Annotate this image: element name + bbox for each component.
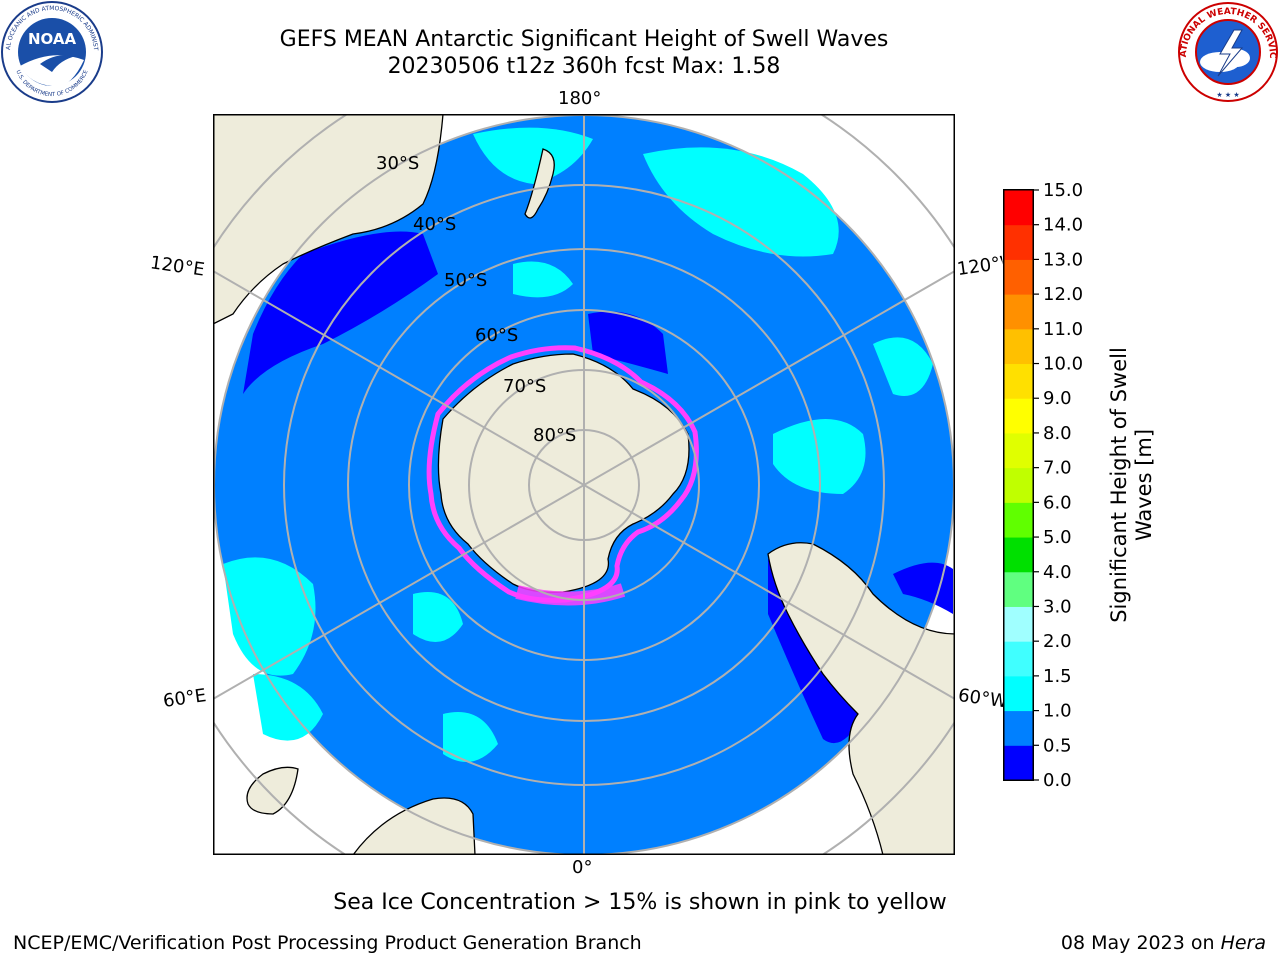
colorbar-tick-label: 7.0 [1043, 458, 1072, 479]
colorbar-tick-label: 12.0 [1043, 284, 1083, 305]
madagascar-land [246, 766, 299, 815]
colorbar-bin [1004, 502, 1033, 538]
noaa-logo-text: NOAA [28, 30, 77, 48]
colorbar-tick-label: 14.0 [1043, 215, 1083, 236]
colorbar-tick-label: 1.0 [1043, 701, 1072, 722]
colorbar-tick-label: 13.0 [1043, 249, 1083, 270]
colorbar-tick-label: 6.0 [1043, 492, 1072, 513]
south-america-land [767, 542, 955, 855]
latitude-labels: 30°S 40°S 50°S 60°S 70°S 80°S [376, 153, 576, 446]
credit-date: 08 May 2023 on [1060, 932, 1215, 954]
colorbar-bin [1004, 571, 1033, 607]
colorbar-tick-label: 3.0 [1043, 596, 1072, 617]
lat-label-30s: 30°S [376, 153, 419, 174]
lat-label-40s: 40°S [413, 214, 456, 235]
chart-subtitle: 20230506 t12z 360h fcst Max: 1.58 [387, 54, 781, 79]
colorbar-bin [1004, 432, 1033, 469]
colorbar-bin [1004, 710, 1033, 746]
colorbar-tick-label: 9.0 [1043, 388, 1072, 409]
africa-land [352, 797, 476, 855]
colorbar-bin [1004, 398, 1033, 434]
chart-title: GEFS MEAN Antarctic Significant Height o… [279, 27, 889, 52]
colorbar-tick-label: 0.5 [1043, 735, 1072, 756]
lon-label-60e: 60°E [161, 685, 208, 712]
polar-map: 30°S 40°S 50°S 60°S 70°S 80°S [213, 114, 955, 855]
colorbar-bin [1004, 641, 1033, 677]
nws-logo: NATIONAL WEATHER SERVICE ★ ★ ★ [1176, 0, 1278, 102]
colorbar-tick-label: 15.0 [1043, 180, 1083, 201]
colorbar-bin [1004, 190, 1033, 226]
credit-text: NCEP/EMC/Verification Post Processing Pr… [13, 932, 642, 954]
colorbar-tick-label: 8.0 [1043, 423, 1072, 444]
colorbar-bin [1004, 328, 1033, 365]
colorbar-bin [1004, 294, 1033, 330]
map-frame [213, 114, 955, 855]
colorbar-bin [1004, 606, 1033, 642]
lat-label-70s: 70°S [503, 376, 546, 397]
lon-label-0: 0° [572, 857, 593, 878]
colorbar-bin [1004, 675, 1033, 712]
colorbar-bin [1004, 537, 1033, 573]
colorbar-tick-label: 11.0 [1043, 319, 1083, 340]
colorbar-tick-label: 1.5 [1043, 666, 1072, 687]
colorbar-tick-label: 4.0 [1043, 562, 1072, 583]
lat-label-50s: 50°S [444, 270, 487, 291]
colorbar-bin [1004, 259, 1033, 295]
colorbar-bin [1004, 467, 1033, 503]
colorbar-tick-label: 2.0 [1043, 631, 1072, 652]
colorbar-label: Significant Height of SwellWaves [m] [1107, 347, 1156, 623]
sea-ice-edge [426, 345, 699, 603]
lon-label-180: 180° [558, 88, 602, 109]
colorbar: 0.0 0.5 1.0 1.5 2.0 3.0 4.0 5.0 6.0 7.0 8.0 9.0 10.0… [1003, 180, 1156, 791]
noaa-logo: NOAA NATIONAL OCEANIC AND ATMOSPHERIC AD… [0, 0, 103, 103]
lat-label-80s: 80°S [533, 425, 576, 446]
colorbar-tick-label: 10.0 [1043, 354, 1083, 375]
lat-label-60s: 60°S [475, 325, 518, 346]
colorbar-bin [1004, 745, 1033, 781]
colorbar-tick-label: 0.0 [1043, 770, 1072, 791]
colorbar-tick-label: 5.0 [1043, 527, 1072, 548]
credit-machine: Hera [1220, 932, 1266, 954]
colorbar-bin [1004, 224, 1033, 260]
lon-label-120e: 120°E [148, 252, 206, 281]
sea-ice-caption: Sea Ice Concentration > 15% is shown in … [333, 890, 947, 915]
new-zealand-land [524, 148, 555, 219]
svg-text:★ ★ ★: ★ ★ ★ [1216, 91, 1239, 99]
colorbar-bin [1004, 363, 1033, 399]
date-credit: 08 May 2023 on Hera [1061, 932, 1266, 954]
